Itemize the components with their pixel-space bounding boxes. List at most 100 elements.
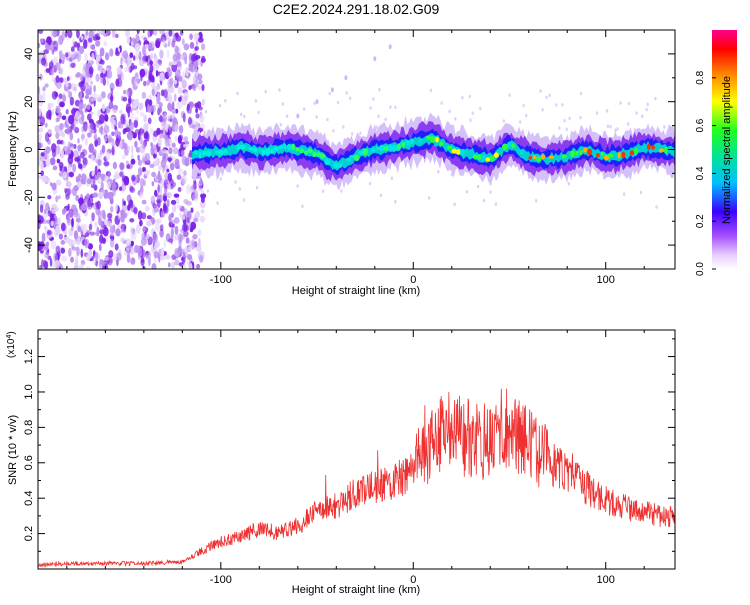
noise-blob (69, 96, 75, 106)
hotspot (261, 149, 266, 155)
noise-blob (125, 238, 132, 246)
noise-blob (58, 50, 63, 57)
faint-blob (348, 96, 352, 101)
noise-blob (121, 72, 125, 81)
noise-blob (166, 183, 170, 189)
hotspot (194, 149, 198, 156)
noise-blob (154, 189, 158, 197)
noise-blob (167, 93, 173, 104)
hotspot (265, 147, 270, 155)
faint-blob (646, 102, 649, 107)
hotspot (273, 146, 279, 152)
noise-blob (195, 113, 200, 119)
faint-blob (342, 125, 345, 129)
noise-blob (132, 55, 136, 61)
noise-blob (169, 162, 175, 171)
noise-blob (149, 60, 153, 66)
noise-blob (85, 88, 91, 96)
noise-blob (152, 160, 159, 167)
hotspot (570, 150, 576, 158)
noise-blob (172, 204, 177, 213)
noise-blob (189, 41, 195, 49)
noise-blob (88, 223, 93, 231)
noise-blob (60, 247, 66, 254)
noise-blob (198, 106, 203, 111)
faint-blob (257, 110, 260, 115)
noise-blob (122, 128, 127, 135)
faint-blob (453, 202, 456, 207)
faint-blob (326, 117, 329, 122)
hotspot (435, 136, 439, 143)
noise-blob (133, 119, 139, 128)
noise-blob (198, 79, 203, 85)
noise-blob (180, 256, 185, 262)
noise-blob (61, 255, 67, 262)
noise-blob (72, 163, 76, 173)
noise-blob (94, 221, 98, 228)
noise-blob (142, 140, 147, 150)
hotspot (582, 147, 588, 153)
noise-blob (145, 56, 149, 62)
hotspot (629, 150, 635, 156)
hotspot (304, 150, 308, 155)
noise-blob (100, 180, 104, 191)
noise-blob (59, 166, 63, 172)
noise-blob (109, 48, 114, 57)
noise-blob (77, 181, 82, 188)
noise-blob (98, 216, 102, 226)
noise-blob (82, 157, 88, 167)
noise-blob (82, 103, 87, 109)
faint-blob (394, 105, 397, 110)
noise-blob (103, 224, 107, 229)
hotspot (409, 138, 415, 145)
noise-blob (145, 132, 150, 142)
hotspot (391, 144, 398, 152)
noise-blob (102, 103, 106, 112)
hotspot (202, 150, 207, 156)
hotspot (548, 155, 555, 159)
hotspot (439, 141, 444, 147)
hotspot (336, 163, 343, 168)
noise-blob (66, 213, 71, 224)
noise-blob (158, 61, 162, 67)
noise-blob (133, 207, 138, 214)
noise-blob (141, 199, 147, 205)
noise-blob (168, 61, 172, 67)
snr-frame (37, 329, 676, 570)
noise-blob (87, 199, 92, 208)
noise-blob (98, 126, 103, 134)
noise-blob (74, 83, 79, 88)
faint-blob (565, 127, 568, 132)
noise-blob (77, 225, 82, 233)
noise-blob (134, 43, 141, 52)
noise-blob (90, 80, 93, 85)
noise-blob (131, 174, 136, 182)
faint-blob (635, 111, 638, 115)
noise-blob (73, 230, 79, 240)
noise-blob (178, 134, 184, 141)
faint-blob (609, 124, 612, 129)
noise-blob (80, 179, 86, 185)
hotspot (540, 154, 546, 160)
noise-blob (95, 33, 100, 39)
noise-blob (141, 91, 147, 99)
noise-blob (195, 55, 201, 60)
noise-blob (102, 226, 109, 237)
noise-blob (48, 111, 52, 121)
faint-blob (428, 196, 431, 200)
noise-blob (52, 40, 59, 50)
noise-blob (132, 132, 137, 139)
noise-blob (60, 149, 64, 159)
faint-blob (328, 91, 331, 96)
noise-blob (86, 253, 91, 262)
faint-blob (204, 110, 208, 114)
faint-blob (616, 127, 619, 131)
noise-blob (187, 116, 193, 125)
noise-blob (110, 205, 114, 213)
noise-blob (196, 263, 201, 269)
noise-blob (72, 37, 75, 46)
faint-blob (372, 97, 375, 101)
noise-blob (45, 157, 51, 167)
faint-blob (568, 116, 571, 121)
noise-blob (166, 199, 170, 208)
